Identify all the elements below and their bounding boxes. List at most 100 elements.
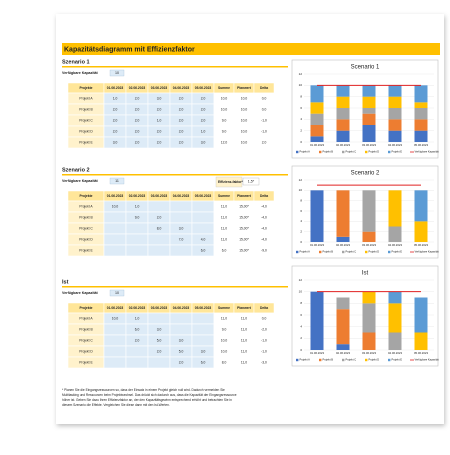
cell-text: 5,0 bbox=[179, 349, 184, 353]
bar-segment bbox=[388, 332, 402, 350]
cell-text: 15,00* bbox=[239, 215, 249, 219]
bar-segment bbox=[336, 236, 350, 242]
cell-text: 2,0 bbox=[135, 129, 140, 133]
legend-label: Verfügbare Kapazität bbox=[415, 150, 440, 154]
cell-text: 2,0 bbox=[179, 129, 184, 133]
legend-swatch bbox=[388, 358, 391, 362]
bar-segment bbox=[388, 119, 402, 131]
bar-segment bbox=[414, 130, 428, 142]
cell-text: 3,0 bbox=[201, 140, 206, 144]
cell-text: 5,0 bbox=[157, 338, 162, 342]
x-tick-label: 02.06.2023 bbox=[336, 143, 350, 147]
cell-text: Projekt C bbox=[79, 338, 93, 342]
cell-text: 11,0 bbox=[241, 360, 247, 364]
legend-label: Projekt D bbox=[369, 150, 380, 154]
x-tick-label: 03.06.2023 bbox=[362, 143, 376, 147]
cell-text: 8,0 bbox=[157, 226, 162, 230]
x-tick-label: 04.06.2023 bbox=[388, 243, 402, 247]
cell-text: 1,0 bbox=[201, 129, 206, 133]
cell-text: 1,0 bbox=[135, 204, 140, 208]
bar-segment bbox=[336, 96, 350, 108]
bar-segment bbox=[362, 108, 376, 114]
bar-segment bbox=[414, 102, 428, 108]
x-tick-label: 04.06.2023 bbox=[388, 143, 402, 147]
cell-text: 15,00* bbox=[239, 237, 249, 241]
cell-text: -4,0 bbox=[261, 237, 267, 241]
y-tick-label: 2 bbox=[300, 128, 302, 132]
table-cell bbox=[253, 356, 275, 369]
table-cell bbox=[103, 222, 127, 235]
cell-text: 4,0 bbox=[201, 237, 206, 241]
cell-text: 2,0 bbox=[179, 107, 184, 111]
bar-segment bbox=[310, 125, 324, 137]
table-cell bbox=[169, 312, 193, 325]
cell-text: 3,0 bbox=[179, 226, 184, 230]
legend-swatch bbox=[319, 250, 322, 254]
header-text: Delta bbox=[260, 86, 268, 90]
bar-segment bbox=[388, 96, 402, 108]
legend-swatch bbox=[365, 250, 368, 254]
bar-segment bbox=[336, 344, 350, 350]
legend-label: Projekt A bbox=[300, 150, 311, 154]
x-tick-label: 03.06.2023 bbox=[362, 243, 376, 247]
legend-label: Projekt C bbox=[346, 150, 357, 154]
header-text: Delta bbox=[260, 306, 268, 310]
y-tick-label: 6 bbox=[300, 209, 302, 213]
bar-segment bbox=[414, 119, 428, 131]
legend-label: Verfügbare Kapazität bbox=[415, 358, 440, 362]
cell-text: 11,0 bbox=[221, 215, 227, 219]
bar-segment bbox=[362, 332, 376, 350]
cell-text: 6,0 bbox=[201, 248, 206, 252]
cell-text: 2,0 bbox=[157, 349, 162, 353]
cell-text: 2,0 bbox=[157, 129, 162, 133]
bar-segment bbox=[336, 108, 350, 120]
bar-segment bbox=[388, 303, 402, 333]
cell-text: 15,00* bbox=[239, 248, 249, 252]
efficiency-value: 1,5* bbox=[248, 179, 255, 183]
cell-text: 2,0 bbox=[201, 118, 206, 122]
bar-segment bbox=[362, 190, 376, 232]
cell-text: 3,0 bbox=[113, 140, 118, 144]
bar-segment bbox=[310, 102, 324, 114]
cell-text: 15,00* bbox=[239, 204, 249, 208]
header-text: 04.06.2023 bbox=[173, 306, 190, 310]
cell-text: -1,0 bbox=[261, 118, 267, 122]
x-tick-label: 02.06.2023 bbox=[336, 351, 350, 355]
y-tick-label: 8 bbox=[300, 94, 302, 98]
cell-text: 11,0 bbox=[221, 237, 227, 241]
table-cell bbox=[103, 345, 127, 358]
table-cell bbox=[125, 222, 149, 235]
cell-text: 2,0 bbox=[113, 107, 118, 111]
efficiency-label: Effizienz-faktor* bbox=[218, 180, 244, 184]
table-cell bbox=[169, 323, 193, 336]
legend-swatch bbox=[319, 150, 322, 154]
cell-text: Projekt C bbox=[79, 118, 93, 122]
cell-text: Projekt D bbox=[79, 129, 93, 133]
cell-text: 10,0 bbox=[241, 140, 248, 144]
y-tick-label: 6 bbox=[300, 313, 302, 317]
cell-text: 2,0 bbox=[113, 129, 118, 133]
legend-swatch bbox=[296, 358, 299, 362]
title-bar bbox=[62, 43, 440, 55]
efficiency-cell bbox=[242, 177, 260, 186]
cell-text: Projekt B bbox=[79, 215, 93, 219]
header-text: Summe bbox=[218, 306, 230, 310]
section-heading: Szenario 2 bbox=[62, 167, 90, 173]
header-text: 01.06.2023 bbox=[107, 194, 124, 198]
y-tick-label: 0 bbox=[300, 140, 302, 144]
table-cell bbox=[103, 211, 127, 224]
header-text: 03.06.2023 bbox=[151, 86, 168, 90]
y-tick-label: 4 bbox=[300, 219, 302, 223]
cell-text: 11,0 bbox=[221, 226, 227, 230]
capacity-value: 11 bbox=[115, 179, 119, 183]
header-text: 02.06.2023 bbox=[129, 86, 146, 90]
legend-swatch bbox=[342, 250, 345, 254]
cell-text: 2,0 bbox=[135, 107, 140, 111]
cell-text: -1,0 bbox=[261, 338, 267, 342]
header-text: Summe bbox=[218, 194, 230, 198]
table-cell bbox=[169, 244, 193, 257]
cell-text: 0,0 bbox=[262, 107, 267, 111]
table-cell bbox=[147, 356, 171, 369]
table-cell bbox=[147, 244, 171, 257]
bar-segment bbox=[414, 190, 428, 222]
